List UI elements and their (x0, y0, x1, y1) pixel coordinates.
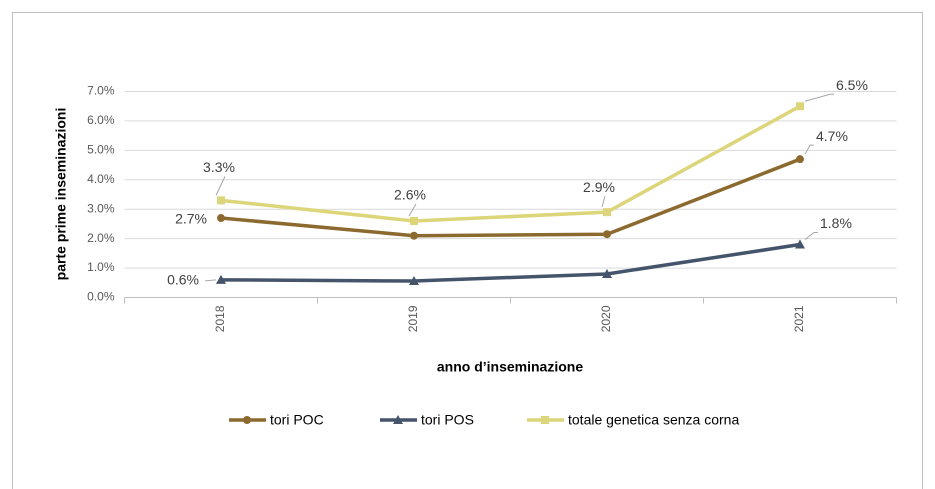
y-tick-label: 0.0% (87, 290, 115, 304)
legend-label: totale genetica senza corna (568, 412, 739, 428)
point (217, 214, 225, 223)
y-tick-label: 1.0% (87, 260, 115, 274)
leader-line (204, 279, 217, 282)
leader-line (804, 93, 834, 102)
x-tick-label: 2019 (406, 305, 420, 332)
y-tick-label: 2.0% (87, 231, 115, 245)
point (795, 239, 805, 249)
point (217, 196, 225, 205)
legend-label: tori POS (421, 412, 474, 428)
point (216, 274, 226, 284)
data-label: 4.7% (816, 128, 848, 144)
data-label: 1.8% (820, 215, 852, 231)
x-tick-label: 2018 (213, 305, 227, 332)
data-label: 0.6% (167, 272, 199, 288)
leader-line (804, 232, 818, 240)
series-line (220, 242, 801, 283)
x-tick-label: 2020 (599, 305, 613, 332)
leader-line (215, 176, 226, 196)
point (603, 230, 611, 239)
y-tick-label: 4.0% (87, 172, 115, 186)
point (410, 216, 418, 225)
y-tick-label: 5.0% (87, 143, 115, 157)
point (796, 155, 804, 164)
series-line (220, 104, 801, 223)
legend-marker (393, 415, 403, 424)
point (796, 102, 804, 111)
data-label: 3.3% (203, 159, 235, 175)
point (602, 268, 612, 278)
point (410, 231, 418, 240)
series-line (220, 157, 801, 238)
y-tick-label: 6.0% (87, 113, 115, 127)
x-axis-title: anno d’inseminazione (437, 359, 583, 375)
data-label: 2.6% (394, 187, 426, 203)
x-tick-label: 2021 (792, 305, 806, 332)
point (409, 276, 419, 286)
legend-marker (243, 416, 251, 424)
leader-line (804, 144, 814, 155)
point (603, 208, 611, 217)
data-label: 6.5% (836, 77, 868, 93)
y-axis-title: parte prime inseminazioni (53, 108, 69, 281)
data-label: 2.7% (175, 211, 207, 227)
y-tick-label: 3.0% (87, 201, 115, 215)
legend-label: tori POC (270, 412, 324, 428)
leader-line (408, 203, 417, 217)
data-label: 2.9% (583, 179, 615, 195)
leader-line (601, 196, 606, 208)
legend-marker (541, 416, 549, 424)
y-tick-label: 7.0% (87, 84, 115, 98)
